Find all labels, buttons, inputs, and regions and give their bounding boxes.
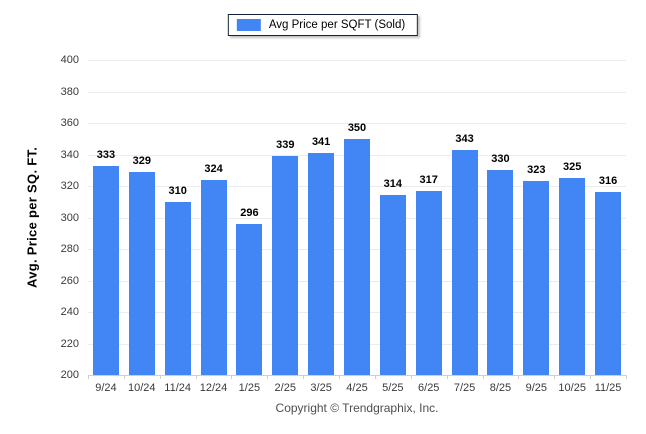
legend-label: Avg Price per SQFT (Sold) (268, 19, 406, 31)
x-axis-tick (482, 375, 484, 379)
x-tick-label: 5/25 (382, 382, 404, 394)
plot-area: 400 380 360 340 320 300 280 260 240 220 200 333 9/24… (61, 54, 627, 394)
x-tick-label: 10/24 (128, 382, 156, 394)
bar-value-label: 343 (455, 132, 474, 145)
bar-value-label: 323 (527, 164, 546, 177)
x-tick-label: 9/25 (525, 382, 548, 394)
y-tick-label: 240 (60, 306, 79, 318)
bar (128, 171, 155, 375)
x-axis-tick (410, 375, 412, 379)
x-tick-label: 6/25 (418, 382, 440, 394)
x-axis-tick (231, 375, 233, 379)
gridline (88, 123, 626, 124)
y-tick-label: 300 (60, 211, 79, 224)
bar (523, 181, 550, 375)
bar (379, 195, 406, 375)
x-axis-tick (303, 375, 305, 379)
bar (236, 223, 263, 375)
y-tick-label: 360 (60, 117, 79, 129)
y-tick-label: 280 (60, 243, 79, 255)
x-axis-tick (374, 375, 376, 379)
bar (595, 192, 622, 375)
y-tick-label: 400 (60, 54, 79, 66)
bar (272, 156, 299, 375)
bar-value-label: 341 (311, 135, 331, 148)
bar-value-label: 324 (204, 162, 223, 175)
y-tick-label: 340 (60, 148, 79, 161)
bar (164, 201, 191, 375)
x-tick-label: 12/24 (199, 382, 228, 394)
x-axis-tick (554, 375, 556, 379)
x-axis-tick (590, 375, 592, 379)
x-tick-label: 11/24 (164, 382, 191, 394)
x-axis-tick (339, 375, 341, 379)
bar (415, 190, 442, 375)
x-axis-tick (123, 375, 125, 379)
x-tick-label: 7/25 (453, 382, 476, 394)
bar-value-label: 310 (168, 184, 187, 197)
x-axis-line (88, 375, 626, 376)
bar (92, 165, 119, 375)
x-tick-label: 4/25 (346, 382, 368, 394)
x-tick-label: 2/25 (274, 382, 296, 394)
bar (487, 170, 514, 375)
bar-value-label: 325 (563, 161, 582, 174)
x-axis-tick (88, 375, 89, 379)
bar-value-label: 333 (96, 148, 116, 161)
gridline (88, 91, 626, 93)
bar-value-label: 316 (598, 175, 618, 188)
y-tick-label: 260 (60, 274, 79, 287)
x-axis-tick (626, 375, 627, 379)
bar-value-label: 350 (347, 121, 367, 134)
bar (451, 149, 478, 375)
x-axis-tick (446, 375, 448, 379)
x-axis-tick (159, 375, 161, 379)
y-tick-label: 380 (60, 85, 79, 98)
y-tick-label: 220 (60, 337, 79, 350)
bar-value-label: 317 (419, 173, 438, 186)
legend: Avg Price per SQFT (Sold) (227, 14, 419, 36)
bar (344, 138, 370, 375)
x-axis-tick (267, 375, 269, 379)
bar-value-label: 329 (132, 154, 151, 167)
copyright-text: Copyright © Trendgraphix, Inc. (275, 401, 439, 415)
y-tick-label: 200 (60, 369, 79, 381)
x-tick-label: 3/25 (310, 382, 332, 394)
bar-value-label: 339 (276, 139, 295, 152)
x-tick-label: 9/24 (95, 382, 117, 394)
bar-value-label: 314 (383, 178, 403, 191)
x-axis-tick (518, 375, 520, 379)
bar-value-label: 296 (240, 206, 259, 219)
y-tick-label: 320 (60, 180, 79, 192)
x-tick-label: 11/25 (594, 382, 622, 394)
x-tick-label: 1/25 (238, 382, 261, 394)
x-tick-label: 8/25 (489, 382, 512, 394)
legend-swatch-icon (236, 19, 261, 31)
bar (308, 152, 335, 375)
gridline (88, 60, 626, 61)
x-tick-label: 10/25 (558, 382, 586, 394)
x-axis-tick (195, 375, 197, 379)
bar (200, 179, 227, 375)
bar-value-label: 330 (491, 153, 510, 166)
bar (559, 178, 586, 375)
